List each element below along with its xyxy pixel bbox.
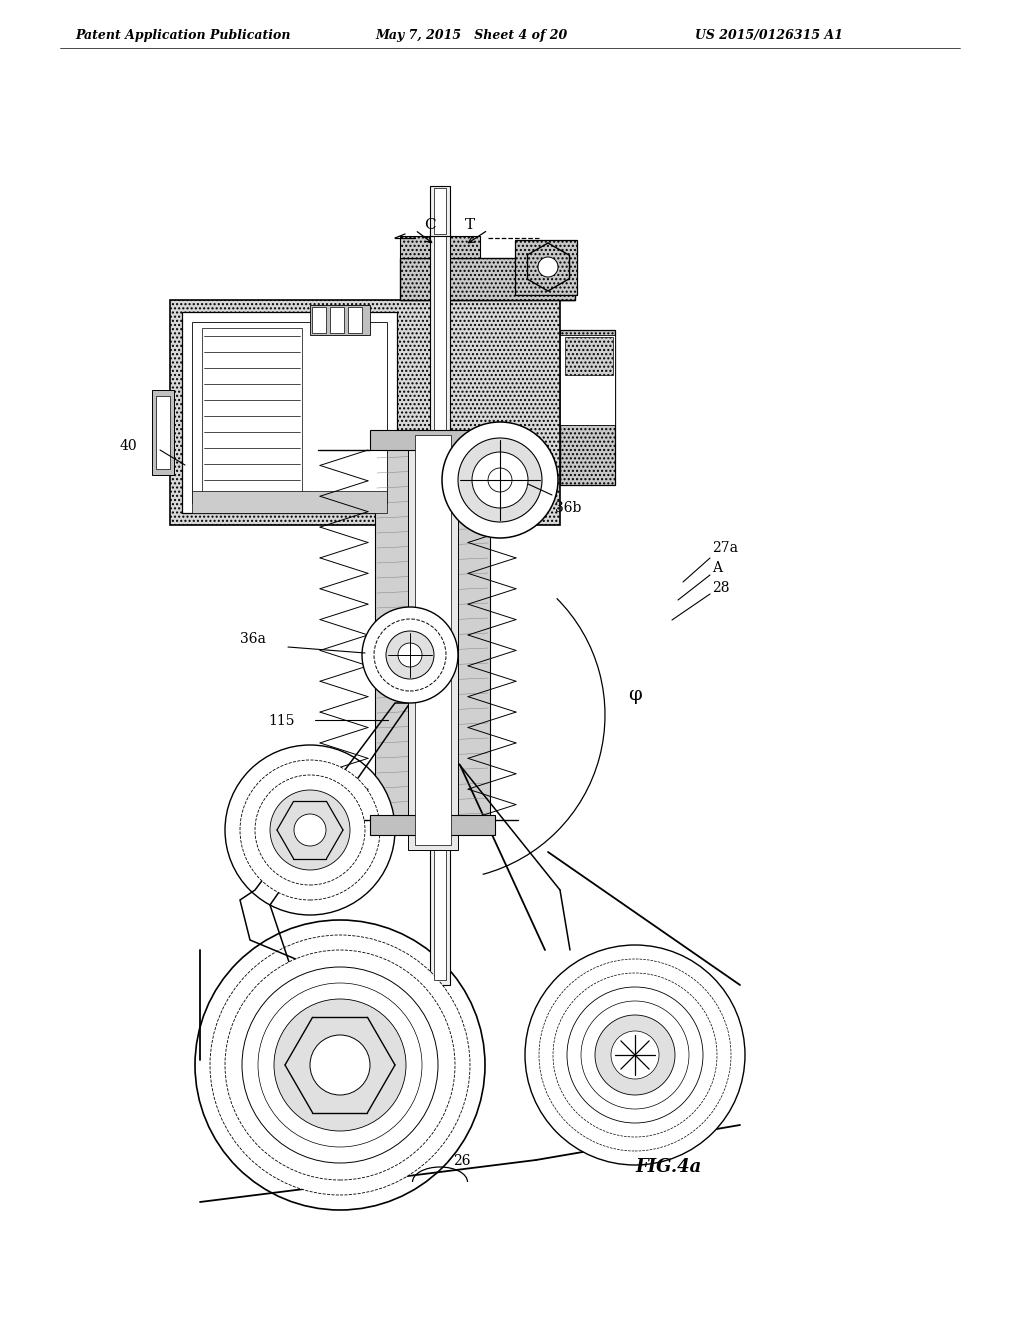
Bar: [415, 436, 450, 845]
Circle shape: [610, 1031, 658, 1078]
Text: 26: 26: [452, 1154, 471, 1168]
Bar: [375, 440, 489, 830]
Bar: [310, 305, 370, 335]
Circle shape: [255, 775, 365, 884]
Circle shape: [397, 643, 422, 667]
Text: 28: 28: [711, 581, 729, 595]
Circle shape: [242, 968, 437, 1163]
Circle shape: [552, 973, 716, 1137]
Circle shape: [487, 469, 512, 492]
Bar: [559, 330, 614, 484]
Text: C: C: [424, 218, 435, 232]
Circle shape: [225, 744, 394, 915]
Bar: [312, 308, 326, 333]
Bar: [330, 308, 343, 333]
Circle shape: [258, 983, 422, 1147]
Text: 115: 115: [268, 714, 294, 729]
Bar: [399, 236, 480, 257]
Bar: [170, 300, 559, 525]
Circle shape: [270, 789, 350, 870]
Bar: [192, 322, 386, 503]
Text: May 7, 2015   Sheet 4 of 20: May 7, 2015 Sheet 4 of 20: [375, 29, 567, 41]
Circle shape: [458, 438, 541, 521]
Circle shape: [225, 950, 454, 1180]
Bar: [370, 814, 494, 836]
Text: 40: 40: [120, 440, 138, 453]
Circle shape: [362, 607, 458, 704]
Circle shape: [538, 960, 731, 1151]
Circle shape: [441, 422, 557, 539]
Circle shape: [239, 760, 380, 900]
Bar: [408, 430, 458, 850]
Bar: [565, 337, 612, 375]
Circle shape: [567, 987, 702, 1123]
Text: Patent Application Publication: Patent Application Publication: [75, 29, 290, 41]
Bar: [181, 312, 396, 513]
Bar: [156, 396, 170, 469]
Circle shape: [195, 920, 484, 1210]
Circle shape: [310, 1035, 370, 1096]
Circle shape: [210, 935, 470, 1195]
Bar: [430, 230, 449, 985]
Circle shape: [537, 257, 557, 277]
Bar: [202, 327, 302, 492]
Bar: [152, 389, 174, 475]
Circle shape: [525, 945, 744, 1166]
Text: FIG.4a: FIG.4a: [635, 1158, 701, 1176]
Bar: [559, 335, 614, 425]
Circle shape: [581, 1001, 688, 1109]
Text: 36a: 36a: [239, 632, 266, 645]
Bar: [192, 491, 386, 513]
Bar: [515, 240, 577, 294]
Circle shape: [472, 451, 528, 508]
Circle shape: [293, 814, 326, 846]
Circle shape: [594, 1015, 675, 1096]
Bar: [370, 430, 494, 450]
Bar: [433, 187, 445, 234]
Text: T: T: [465, 218, 475, 232]
Bar: [430, 186, 449, 236]
Circle shape: [385, 631, 433, 678]
Text: 27a: 27a: [711, 541, 738, 554]
Text: A: A: [711, 561, 721, 576]
Bar: [399, 257, 575, 300]
Text: 36b: 36b: [554, 502, 581, 515]
Bar: [347, 308, 362, 333]
Bar: [433, 235, 445, 979]
Text: φ: φ: [628, 686, 641, 704]
Text: US 2015/0126315 A1: US 2015/0126315 A1: [694, 29, 842, 41]
Circle shape: [274, 999, 406, 1131]
Circle shape: [374, 619, 445, 690]
